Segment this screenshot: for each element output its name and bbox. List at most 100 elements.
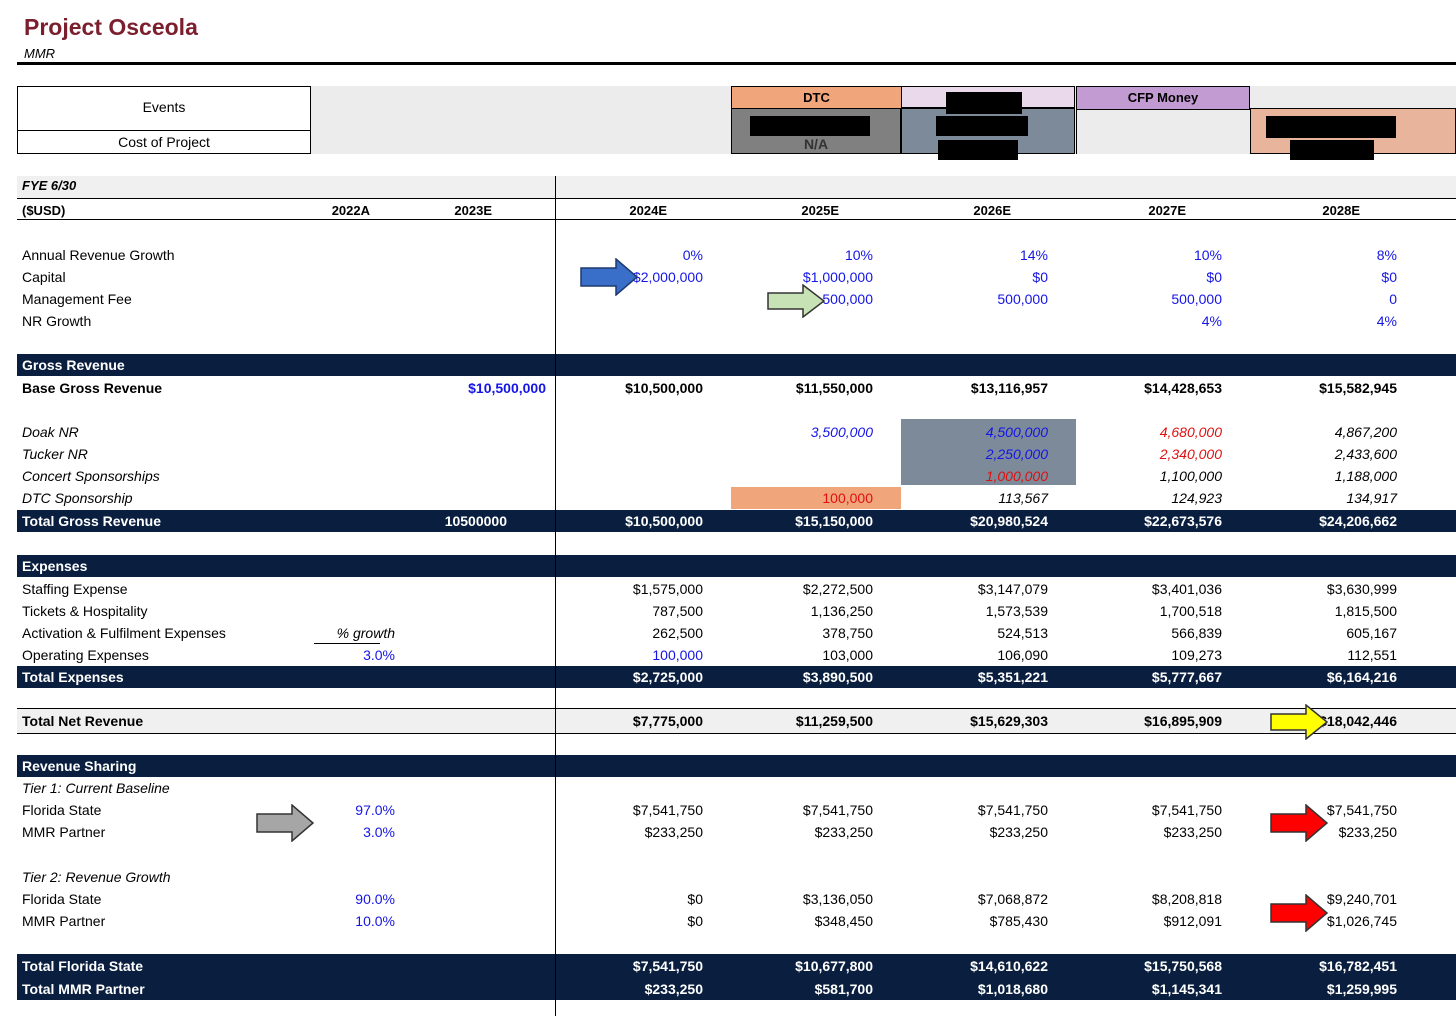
cell-value: 10500000 xyxy=(444,513,507,529)
redaction-bar xyxy=(750,116,870,136)
row-label: MMR Partner xyxy=(22,913,106,929)
cell-value: 10% xyxy=(844,247,873,263)
cell-value: 3,500,000 xyxy=(810,424,873,440)
row-label: Annual Revenue Growth xyxy=(22,247,175,263)
cell-value: $233,250 xyxy=(644,824,703,840)
row-label: Tucker NR xyxy=(22,446,88,462)
row-label: Staffing Expense xyxy=(22,581,128,597)
redaction-bar xyxy=(1290,140,1374,160)
cell-value: $6,164,216 xyxy=(1326,669,1397,685)
row-label: Activation & Fulfilment Expenses xyxy=(22,625,226,641)
table-row: NR Growth 4% 4% xyxy=(17,310,1456,332)
cell-value: $14,428,653 xyxy=(1144,380,1222,396)
cell-value: 2,250,000 xyxy=(985,446,1048,462)
cell-value: 1,000,000 xyxy=(985,468,1048,484)
cell-value: $22,673,576 xyxy=(1144,513,1222,529)
row-label: NR Growth xyxy=(22,313,92,329)
cell-value: 500,000 xyxy=(822,291,873,307)
table-row: Florida State 90.0% $0 $3,136,050 $7,068,872… xyxy=(17,888,1456,910)
table-row: Tier 2: Revenue Growth xyxy=(17,866,1456,888)
cell-value: $5,351,221 xyxy=(977,669,1048,685)
redaction-bar xyxy=(938,140,1018,160)
row-label: DTC Sponsorship xyxy=(22,490,133,506)
cell-value: $0 xyxy=(687,913,703,929)
table-row: Tier 1: Current Baseline xyxy=(17,777,1456,799)
cell-value: $581,700 xyxy=(814,981,873,997)
yellow-arrow-icon xyxy=(1270,704,1328,740)
green-arrow-icon xyxy=(767,284,825,318)
cell-value: $233,250 xyxy=(989,824,1048,840)
table-row: MMR Partner 10.0% $0 $348,450 $785,430 $912,0… xyxy=(17,910,1456,932)
cell-value: $11,550,000 xyxy=(795,380,873,396)
table-row: Capital $2,000,000 $1,000,000 $0 $0 $0 xyxy=(17,266,1456,288)
cell-value: 1,136,250 xyxy=(810,603,873,619)
table-row: Doak NR 3,500,000 4,500,000 4,680,000 4,867,… xyxy=(17,421,1456,443)
cell-value: $0 xyxy=(1206,269,1222,285)
highlight-cell xyxy=(901,419,1076,485)
cell-value: 109,273 xyxy=(1171,647,1222,663)
section-header: Revenue Sharing xyxy=(17,755,1456,777)
row-label: Tickets & Hospitality xyxy=(22,603,148,619)
share-pct: 97.0% xyxy=(355,802,395,818)
cell-value: $7,541,750 xyxy=(632,802,703,818)
cell-value: $1,018,680 xyxy=(977,981,1048,997)
cell-value: $1,145,341 xyxy=(1151,981,1222,997)
cell-value: $24,206,662 xyxy=(1319,513,1397,529)
row-label: Florida State xyxy=(22,891,102,907)
redaction-bar xyxy=(1266,116,1396,138)
highlight-cell xyxy=(731,487,901,509)
cell-value: $912,091 xyxy=(1163,913,1222,929)
table-row: Operating Expenses 3.0% 100,000 103,000 106,… xyxy=(17,644,1456,666)
cell-value: 4,867,200 xyxy=(1334,424,1397,440)
cell-value: 1,573,539 xyxy=(985,603,1048,619)
cell-value: 0 xyxy=(1389,291,1397,307)
cell-value: $1,026,745 xyxy=(1326,913,1397,929)
cell-value: 4% xyxy=(1201,313,1222,329)
cell-value: 1,100,000 xyxy=(1159,468,1222,484)
cell-value: $2,000,000 xyxy=(632,269,703,285)
fye-label: FYE 6/30 xyxy=(22,178,77,193)
dtc-value: N/A xyxy=(803,136,829,152)
redaction-bar xyxy=(946,92,1022,114)
share-pct: 90.0% xyxy=(355,891,395,907)
cell-value: $0 xyxy=(687,891,703,907)
row-label: Concert Sponsorships xyxy=(22,468,160,484)
cell-value: $18,042,446 xyxy=(1319,713,1397,729)
table-row: Total Net Revenue $7,775,000 $11,259,500 $1… xyxy=(17,710,1456,732)
cell-value: 1,188,000 xyxy=(1334,468,1397,484)
events-label: Events xyxy=(142,99,186,115)
cell-value: $785,430 xyxy=(989,913,1048,929)
cell-value: $11,259,500 xyxy=(795,713,873,729)
cell-value: 0% xyxy=(682,247,703,263)
table-row: DTC Sponsorship 100,000 113,567 124,923 134,… xyxy=(17,487,1456,509)
row-label: Operating Expenses xyxy=(22,647,149,663)
row-label: Management Fee xyxy=(22,291,132,307)
cell-value: $10,677,800 xyxy=(795,958,873,974)
cell-value: 124,923 xyxy=(1171,490,1222,506)
table-row: Base Gross Revenue $10,500,000 $10,500,000… xyxy=(17,377,1456,399)
year-2022a: 2022A xyxy=(331,203,370,218)
cell-value: $10,500,000 xyxy=(625,380,703,396)
row-label: Tier 1: Current Baseline xyxy=(22,780,170,796)
row-label: Capital xyxy=(22,269,66,285)
cell-value: 524,513 xyxy=(997,625,1048,641)
cell-value: $7,541,750 xyxy=(802,802,873,818)
cell-value: $16,782,451 xyxy=(1319,958,1397,974)
cell-value: $3,890,500 xyxy=(802,669,873,685)
cost-label: Cost of Project xyxy=(118,134,210,150)
dtc-header: DTC xyxy=(731,86,902,110)
cell-value: $14,610,622 xyxy=(970,958,1048,974)
cell-value: $1,259,995 xyxy=(1326,981,1397,997)
section-header: Gross Revenue xyxy=(17,354,1456,376)
cell-value: $13,116,957 xyxy=(970,380,1048,396)
cell-value: 112,551 xyxy=(1347,647,1397,663)
cell-value: 566,839 xyxy=(1171,625,1222,641)
cell-value: 500,000 xyxy=(997,291,1048,307)
year-2025e: 2025E xyxy=(801,203,839,218)
cell-value: 100,000 xyxy=(822,490,873,506)
cell-value: 787,500 xyxy=(652,603,703,619)
cfp-money-header: CFP Money xyxy=(1076,86,1250,110)
cell-value: 100,000 xyxy=(652,647,703,663)
cell-value: $1,575,000 xyxy=(632,581,703,597)
cell-value: $9,240,701 xyxy=(1326,891,1397,907)
